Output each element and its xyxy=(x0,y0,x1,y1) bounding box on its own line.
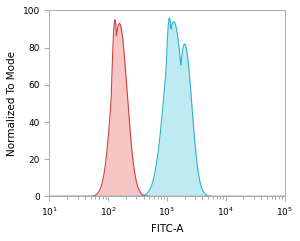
X-axis label: FITC-A: FITC-A xyxy=(151,224,183,234)
Y-axis label: Normalized To Mode: Normalized To Mode xyxy=(7,51,17,156)
